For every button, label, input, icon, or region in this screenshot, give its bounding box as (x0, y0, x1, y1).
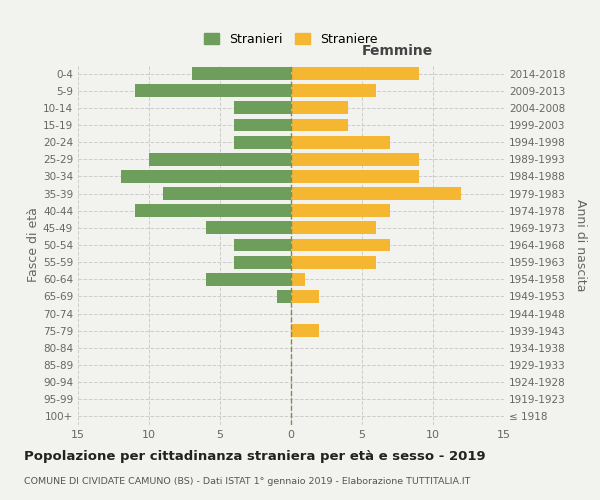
Bar (291, 204, 391, 217)
Bar (291, 102, 348, 114)
Bar (135, 204, 291, 217)
Bar (291, 136, 391, 148)
Bar (291, 324, 319, 337)
Bar (135, 84, 291, 97)
Bar (291, 238, 391, 252)
Bar (291, 256, 376, 268)
Bar (291, 84, 376, 97)
Bar (277, 290, 291, 303)
Bar (291, 187, 461, 200)
Bar (121, 170, 291, 183)
Bar (206, 273, 291, 285)
Legend: Stranieri, Straniere: Stranieri, Straniere (199, 28, 383, 51)
Text: Popolazione per cittadinanza straniera per età e sesso - 2019: Popolazione per cittadinanza straniera p… (24, 450, 485, 463)
Y-axis label: Fasce di età: Fasce di età (27, 208, 40, 282)
Bar (291, 170, 419, 183)
Bar (234, 238, 291, 252)
Text: Femmine: Femmine (362, 44, 433, 58)
Bar (291, 222, 376, 234)
Bar (234, 136, 291, 148)
Bar (291, 273, 305, 285)
Bar (291, 118, 348, 132)
Text: COMUNE DI CIVIDATE CAMUNO (BS) - Dati ISTAT 1° gennaio 2019 - Elaborazione TUTTI: COMUNE DI CIVIDATE CAMUNO (BS) - Dati IS… (24, 478, 470, 486)
Bar (291, 290, 319, 303)
Y-axis label: Anni di nascita: Anni di nascita (574, 198, 587, 291)
Bar (234, 256, 291, 268)
Bar (163, 187, 291, 200)
Bar (291, 153, 419, 166)
Bar (234, 118, 291, 132)
Bar (206, 222, 291, 234)
Bar (291, 67, 419, 80)
Bar (191, 67, 291, 80)
Bar (234, 102, 291, 114)
Bar (149, 153, 291, 166)
